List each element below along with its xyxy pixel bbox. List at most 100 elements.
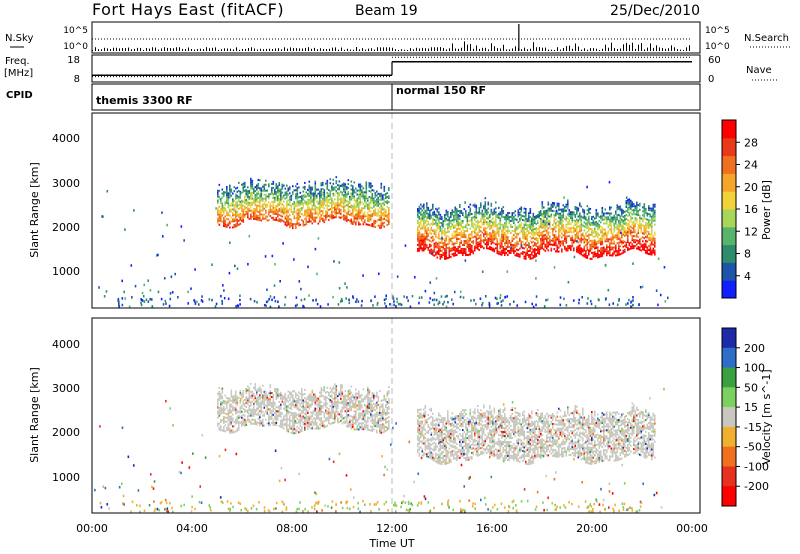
power-cell — [654, 223, 656, 226]
power-cell — [648, 205, 650, 208]
power-cell — [478, 240, 481, 243]
power-cell — [621, 218, 623, 221]
power-cell — [316, 216, 318, 219]
power-cell — [217, 217, 219, 220]
power-cell — [561, 240, 563, 243]
power-cell — [359, 183, 362, 186]
power-cell — [334, 210, 336, 213]
power-cell — [573, 225, 575, 228]
power-cell — [535, 223, 538, 226]
nsky-bar — [608, 47, 609, 51]
power-cell — [433, 246, 436, 249]
power-cell — [305, 213, 308, 216]
power-cell — [362, 203, 365, 206]
power-cell — [223, 224, 225, 227]
power-cell — [343, 190, 345, 193]
power-cell — [624, 248, 626, 251]
power-cell — [350, 206, 353, 209]
power-cell — [571, 241, 574, 244]
nsky-bar — [560, 49, 561, 51]
power-cell — [444, 257, 446, 260]
velocity-cell — [256, 409, 258, 412]
power-cell — [535, 303, 537, 307]
power-cell — [223, 191, 225, 194]
power-cell — [221, 220, 224, 223]
velocity-cell — [250, 400, 252, 403]
power-cell — [587, 297, 589, 300]
power-cell — [301, 201, 303, 204]
power-cell — [586, 241, 589, 244]
power-cell — [313, 208, 315, 211]
power-cell — [426, 206, 428, 209]
power-cell — [373, 205, 375, 208]
power-cell — [217, 221, 219, 224]
power-cell — [374, 214, 377, 217]
velocity-cell — [248, 418, 251, 421]
power-cell — [591, 245, 593, 248]
power-cell — [649, 215, 652, 218]
power-cell — [471, 223, 473, 225]
velocity-cell — [259, 420, 261, 423]
power-cell — [562, 220, 565, 223]
power-cell — [528, 254, 530, 257]
power-cell — [150, 298, 153, 301]
power-cell — [522, 215, 524, 218]
power-cell — [444, 237, 446, 240]
power-cell — [445, 209, 448, 212]
power-cell — [493, 212, 496, 215]
velocity-cell — [239, 411, 242, 414]
power-cell — [595, 230, 598, 233]
power-cell — [488, 303, 491, 307]
velocity-cell — [229, 415, 231, 418]
velocity-cell — [223, 427, 225, 430]
power-cell — [597, 224, 599, 227]
power-cell — [631, 227, 634, 230]
power-cell — [361, 299, 363, 303]
power-cell — [525, 209, 527, 212]
power-cell — [492, 229, 494, 232]
power-cell — [262, 189, 264, 192]
power-cell — [250, 185, 252, 188]
power-cell — [637, 230, 640, 233]
power-cell — [373, 213, 375, 216]
power-cell — [459, 295, 462, 299]
power-cell — [265, 205, 267, 208]
power-cell — [227, 206, 230, 209]
power-cell — [627, 237, 629, 240]
power-cell — [436, 236, 439, 239]
power-cell — [220, 216, 222, 219]
power-cell — [417, 229, 419, 232]
power-cell — [224, 221, 227, 224]
power-cell — [253, 201, 255, 204]
power-cell — [553, 248, 556, 251]
power-cell — [489, 214, 491, 217]
power-cell — [564, 210, 566, 213]
nsky-bar — [104, 47, 105, 51]
power-cell — [281, 185, 284, 188]
nsky-bar — [623, 44, 624, 51]
velocity-cell — [223, 425, 225, 428]
power-cell — [439, 247, 442, 250]
power-cell — [573, 255, 576, 259]
power-cell — [251, 215, 254, 218]
power-cell — [418, 221, 421, 224]
power-cell — [558, 224, 560, 227]
power-cell — [496, 226, 499, 229]
velocity-cell — [257, 403, 260, 406]
velocity-cell — [275, 410, 278, 413]
power-cell — [250, 177, 252, 180]
power-cell — [589, 257, 592, 260]
power-cell — [287, 215, 290, 218]
nsky-bar — [656, 45, 657, 51]
power-cell — [555, 212, 557, 215]
power-cell — [508, 221, 511, 224]
power-cell — [344, 193, 347, 196]
power-cell — [592, 245, 595, 248]
power-cell — [438, 235, 440, 238]
power-cell — [654, 239, 656, 242]
power-cell — [376, 198, 378, 201]
power-cell — [265, 189, 267, 192]
power-cell — [439, 227, 442, 230]
power-cell — [423, 239, 425, 242]
power-cell — [592, 251, 595, 254]
